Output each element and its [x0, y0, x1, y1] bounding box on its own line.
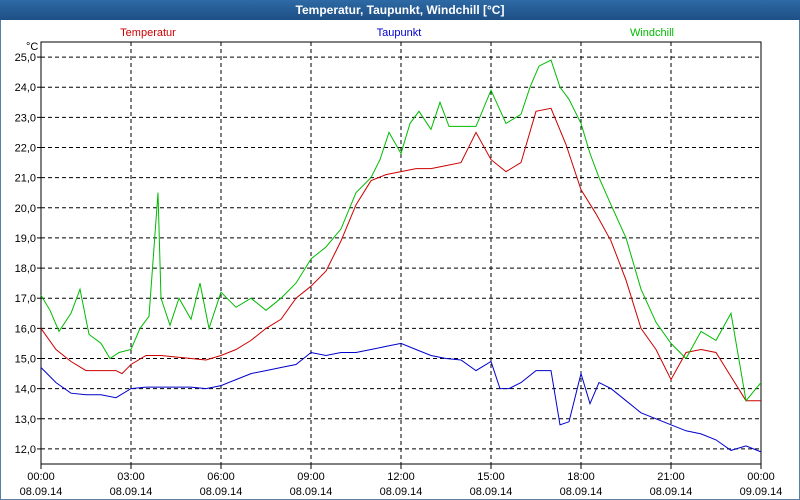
- y-tick-label: 23,0: [15, 112, 36, 124]
- x-tick-time: 03:00: [117, 471, 145, 483]
- y-tick-label: 14,0: [15, 384, 36, 396]
- x-tick-time: 15:00: [477, 471, 505, 483]
- y-axis-ticks: 12,0 13,0 14,0 15,0 16,0 17,0 18,0 19,0 20,0 21,0…: [15, 52, 41, 456]
- x-tick-date: 08.09.14: [290, 486, 333, 498]
- y-tick-label: 18,0: [15, 263, 36, 275]
- series-line-taupunkt: [40, 342, 762, 453]
- y-tick-label: 21,0: [15, 173, 36, 185]
- y-tick-label: 22,0: [15, 143, 36, 155]
- x-tick-time: 00:00: [27, 471, 55, 483]
- y-tick-label: 12,0: [15, 444, 36, 456]
- y-tick-label: 17,0: [15, 293, 36, 305]
- x-tick-time: 06:00: [207, 471, 235, 483]
- x-tick-date: 08.09.14: [650, 486, 693, 498]
- x-axis-ticks: 00:00 08.09.14 03:00 08.09.14 06:00 08.09.14 0…: [20, 464, 783, 498]
- legend-windchill: Windchill: [630, 27, 674, 39]
- x-tick-time: 18:00: [567, 471, 595, 483]
- x-tick-time: 12:00: [387, 471, 415, 483]
- x-tick-date: 08.09.14: [380, 486, 423, 498]
- x-tick-date: 08.09.14: [200, 486, 243, 498]
- x-tick-date: 08.09.14: [110, 486, 153, 498]
- y-axis-unit: °C: [26, 41, 38, 53]
- legend: Temperatur Taupunkt Windchill: [120, 27, 674, 39]
- x-tick-time: 09:00: [297, 471, 325, 483]
- series-line-temperatur: [40, 107, 761, 402]
- legend-temperatur: Temperatur: [120, 27, 176, 39]
- y-tick-label: 15,0: [15, 354, 36, 366]
- grid: [41, 42, 761, 464]
- y-tick-label: 19,0: [15, 233, 36, 245]
- legend-taupunkt: Taupunkt: [377, 27, 422, 39]
- x-tick-date: 09.09.14: [740, 486, 783, 498]
- chart-title: Temperatur, Taupunkt, Windchill [°C]: [0, 0, 800, 20]
- x-tick-date: 08.09.14: [20, 486, 63, 498]
- x-tick-date: 08.09.14: [560, 486, 603, 498]
- x-tick-time: 21:00: [657, 471, 685, 483]
- x-tick-date: 08.09.14: [470, 486, 513, 498]
- y-tick-label: 13,0: [15, 414, 36, 426]
- y-tick-label: 16,0: [15, 323, 36, 335]
- y-tick-label: 25,0: [15, 52, 36, 64]
- y-tick-label: 24,0: [15, 82, 36, 94]
- x-tick-time: 00:00: [747, 471, 775, 483]
- series-line-windchill: [40, 59, 762, 402]
- series-lines: [40, 59, 762, 453]
- y-tick-label: 20,0: [15, 203, 36, 215]
